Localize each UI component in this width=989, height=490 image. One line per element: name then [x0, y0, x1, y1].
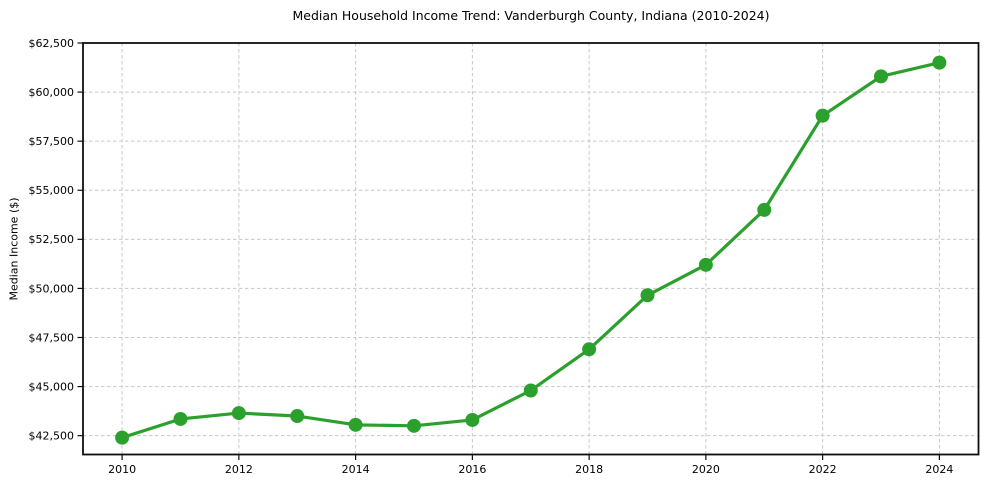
y-tick-label: $62,500: [29, 37, 75, 50]
x-tick-label: 2018: [575, 463, 603, 476]
plot-border: [82, 42, 980, 456]
data-point-marker: [115, 430, 130, 445]
y-tick-label: $52,500: [29, 233, 75, 246]
data-point-marker: [815, 108, 830, 123]
y-tick-label: $45,000: [29, 380, 75, 393]
data-point-marker: [406, 418, 421, 433]
y-tick-label: $60,000: [29, 86, 75, 99]
y-tick-label: $55,000: [29, 184, 75, 197]
data-point-marker: [348, 417, 363, 432]
data-point-marker: [874, 69, 889, 84]
y-tick-label: $42,500: [29, 430, 75, 443]
data-point-marker: [523, 383, 538, 398]
x-tick-label: 2020: [692, 463, 720, 476]
x-tick-label: 2024: [925, 463, 953, 476]
x-tick-label: 2010: [108, 463, 136, 476]
y-tick-label: $47,500: [29, 331, 75, 344]
x-tick-label: 2022: [809, 463, 837, 476]
data-point-marker: [173, 411, 188, 426]
data-point-marker: [640, 288, 655, 303]
y-tick-label: $50,000: [29, 282, 75, 295]
data-point-marker: [231, 406, 246, 421]
x-tick-label: 2016: [458, 463, 486, 476]
chart-title: Median Household Income Trend: Vanderbur…: [292, 8, 770, 23]
data-point-marker: [582, 342, 597, 357]
data-point-marker: [465, 412, 480, 427]
data-point-marker: [757, 202, 772, 217]
x-tick-label: 2014: [342, 463, 370, 476]
data-point-marker: [290, 409, 305, 424]
y-tick-label: $57,500: [29, 135, 75, 148]
data-point-marker: [698, 257, 713, 272]
x-tick-label: 2012: [225, 463, 253, 476]
data-point-marker: [932, 55, 947, 70]
